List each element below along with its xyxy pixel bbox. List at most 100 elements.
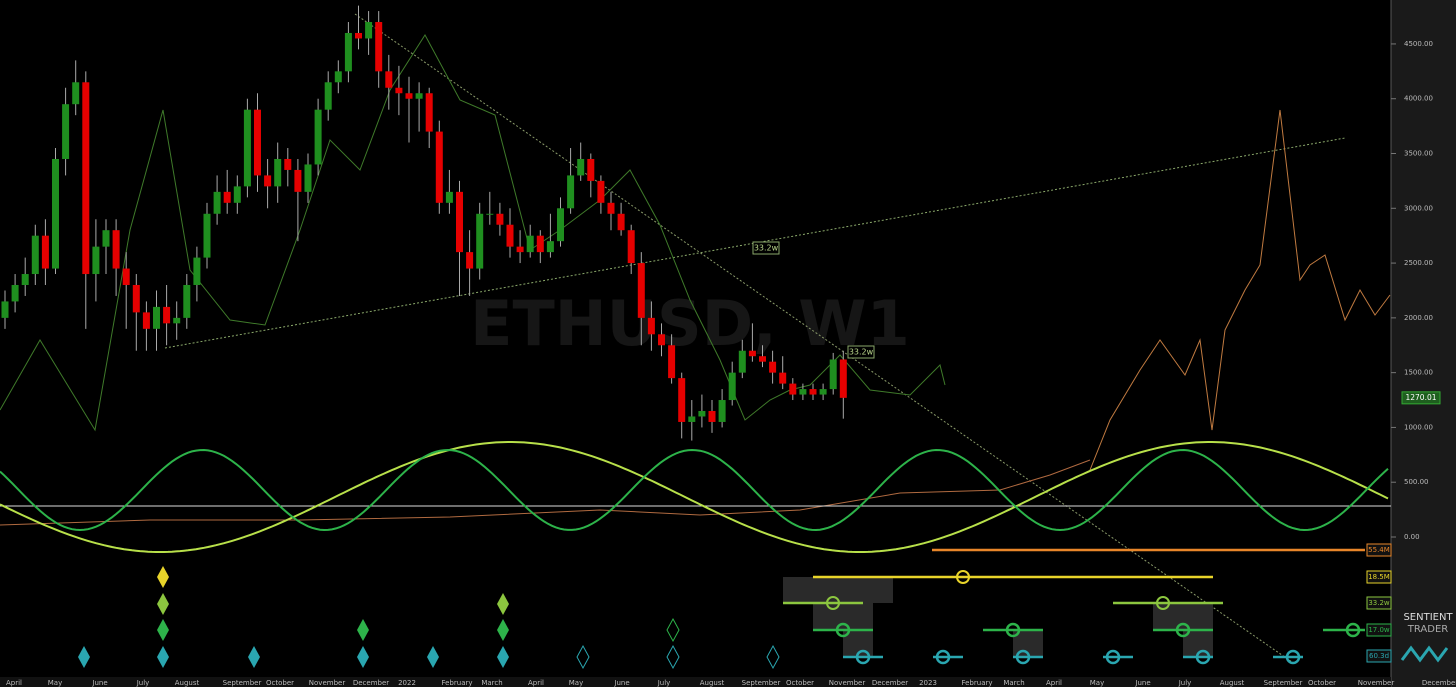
candle-body [233,186,241,203]
cycle-label: 33.2w [1368,599,1390,607]
candle-body [617,213,625,231]
x-tick-label: April [6,679,22,687]
candle-body [839,359,847,398]
cycle-label: 17.0w [1368,626,1390,634]
candle-body [486,213,494,215]
cycle-box [1153,603,1213,630]
candle-body [748,350,756,357]
candle-body [62,104,70,159]
candle-body [466,252,474,269]
candle-body [132,284,140,313]
candle-body [637,263,645,318]
cycle-node [1156,596,1170,610]
candle-body [445,191,453,203]
composite-line [0,459,1091,526]
candle-body [294,169,302,192]
candle-body [254,109,261,176]
candle-body [284,158,292,170]
candle-body [597,180,605,203]
candle-body [607,202,615,214]
candle-body [678,378,686,422]
x-tick-label: May [48,679,62,687]
candle-body [314,109,322,165]
candle-body [264,175,272,187]
candle-body [243,109,251,187]
cycle-row-60d [843,649,1303,665]
candle-body [375,22,383,72]
candle-body [52,158,59,269]
candle-body [405,93,413,99]
x-tick-label: July [136,679,150,687]
candle-body [506,224,514,247]
x-tick-label: August [175,679,200,687]
candle-body [41,235,49,269]
x-tick-label: 2023 [919,679,937,687]
x-tick-label: October [1308,679,1336,687]
candle-body [809,389,817,395]
candle-body [779,372,787,384]
cycle-wave [0,441,1389,553]
candle-body [708,410,716,422]
brand: TRADER [1407,624,1449,635]
cycle-box [813,603,873,630]
x-tick-label: June [91,679,107,687]
annotation: 33.2w [849,348,874,357]
x-tick-label: June [1134,679,1150,687]
x-tick-label: 2022 [398,679,416,687]
candle-body [21,274,29,285]
candle-body [395,87,403,94]
candle-body [738,350,746,373]
annotation-box [752,241,780,255]
cycle-wave [0,448,1389,532]
y-tick-label: 2000.00 [1404,314,1433,322]
x-tick-label: August [1220,679,1245,687]
candle-body [627,230,635,264]
annotation: 33.2w [754,244,779,253]
candle-body [536,235,544,253]
candle-body [11,284,19,302]
cycle-label: 55.4M [1368,546,1390,554]
candle-body [223,191,231,203]
candle-body [72,82,80,105]
x-tick-label: December [353,679,389,687]
candle-body [1,301,9,318]
x-tick-label: August [700,679,725,687]
annotation-box [847,345,875,359]
x-tick-label: April [1046,679,1062,687]
cycle-label-box [1366,649,1392,663]
last-price-label: 1270.01 [1405,393,1436,402]
candle-body [759,356,766,362]
candle-body [304,164,312,192]
candle-body [647,317,655,335]
x-tick-label: November [309,679,346,687]
x-tick-label: July [1178,679,1192,687]
x-tick-label: December [1422,679,1456,687]
cycle-label-box [1366,623,1392,637]
cycle-row-17w [813,622,1365,638]
x-tick-label: February [441,679,472,687]
x-tick-label: March [1003,679,1024,687]
x-tick-label: November [829,679,866,687]
candle-body [456,191,463,253]
cycle-label: 60.3d [1369,652,1389,660]
cycle-label-box [1366,543,1392,557]
candle-body [213,191,221,214]
y-tick-label: 1500.00 [1404,369,1433,377]
candle-body [415,93,423,99]
candle-body [173,317,181,324]
candle-body [142,312,150,329]
last-price-box [1401,391,1441,405]
y-tick-label: 2500.00 [1404,259,1433,267]
candle-body [122,268,130,285]
x-tick-label: December [872,679,908,687]
projection-line [1089,109,1391,471]
candle-body [577,158,585,176]
cycle-label: 18.5M [1368,573,1390,581]
y-tick-label: 3500.00 [1404,150,1433,158]
candle-body [819,389,827,395]
x-tick-label: March [481,679,502,687]
candle-body [355,32,362,39]
y-tick-label: 4000.00 [1404,95,1433,103]
x-tick-label: June [613,679,629,687]
